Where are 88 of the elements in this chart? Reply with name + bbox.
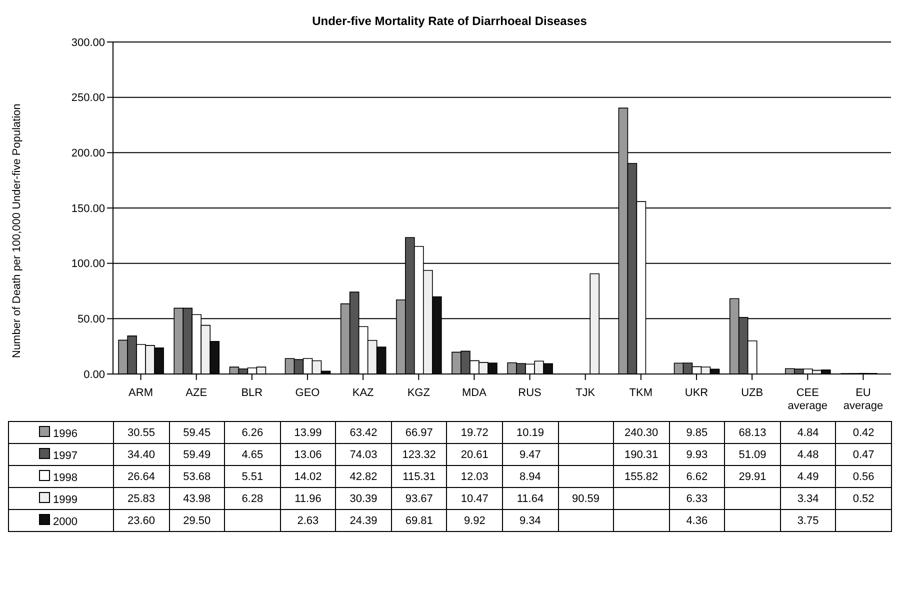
data-label: 34.40 [114, 444, 170, 466]
data-label: 190.31 [614, 444, 670, 466]
data-label: 8.94 [502, 466, 558, 488]
data-label: 4.84 [780, 422, 836, 444]
legend-label: 1996 [8, 422, 114, 444]
data-label: 4.36 [669, 510, 725, 532]
data-label: 6.62 [669, 466, 725, 488]
x-tick-label: AZE [186, 387, 208, 399]
data-label: 69.81 [391, 510, 447, 532]
data-label: 14.02 [280, 466, 336, 488]
data-label: 59.45 [169, 422, 225, 444]
x-tick-label: KAZ [352, 387, 374, 399]
data-label: 51.09 [724, 444, 780, 466]
data-label: 24.39 [336, 510, 392, 532]
data-label: 9.93 [669, 444, 725, 466]
data-label: 2.63 [280, 510, 336, 532]
data-label: 13.99 [280, 422, 336, 444]
y-tick-label: 150.00 [71, 202, 105, 215]
data-label: 12.03 [446, 466, 502, 488]
data-label: 0.56 [836, 466, 892, 488]
x-tick-label: EU average [843, 387, 884, 412]
data-label: 26.64 [114, 466, 170, 488]
y-tick-label: 100.00 [71, 258, 105, 270]
x-tick-label: UZB [741, 387, 764, 399]
y-axis-title: Number of Death per 100,000 Under-five Population [10, 104, 23, 358]
data-label: 30.55 [114, 422, 170, 444]
data-label: 0.52 [836, 488, 892, 510]
data-label: 11.96 [280, 488, 336, 510]
data-label: 0.47 [836, 444, 892, 466]
x-tick-label: TJK [576, 387, 596, 399]
data-label: 6.33 [669, 488, 725, 510]
legend-label: 1999 [8, 488, 114, 510]
data-label: 4.48 [780, 444, 836, 466]
y-tick-label: 200.00 [71, 148, 105, 160]
data-label: 115.31 [391, 466, 447, 488]
data-label: 25.83 [114, 488, 170, 510]
x-tick-label: GEO [295, 387, 320, 399]
x-tick-label: KGZ [407, 387, 430, 399]
y-tick-label: 50.00 [77, 314, 105, 326]
data-label: 74.03 [336, 444, 392, 466]
data-label: 90.59 [558, 488, 614, 510]
data-label: 53.68 [169, 466, 225, 488]
data-label: 66.97 [391, 422, 447, 444]
data-label: 10.47 [446, 488, 502, 510]
data-label: 59.49 [169, 444, 225, 466]
data-label: 5.51 [224, 466, 280, 488]
data-label: 19.72 [446, 422, 502, 444]
data-label: 4.49 [780, 466, 836, 488]
data-label: 63.42 [336, 422, 392, 444]
data-label: 9.85 [669, 422, 725, 444]
data-label: 29.91 [724, 466, 780, 488]
data-label: 43.98 [169, 488, 225, 510]
data-label: 6.26 [224, 422, 280, 444]
x-tick-label: MDA [462, 387, 488, 399]
data-label: 42.82 [336, 466, 392, 488]
data-label: 30.39 [336, 488, 392, 510]
y-tick-label: 300.00 [71, 36, 105, 49]
x-tick-label: RUS [518, 387, 542, 399]
data-label: 155.82 [614, 466, 670, 488]
x-tick-label: CEE average [788, 387, 828, 412]
data-label: 240.30 [614, 422, 670, 444]
legend-label: 1998 [8, 466, 114, 488]
legend-label: 2000 [8, 510, 114, 532]
data-label: 4.65 [224, 444, 280, 466]
data-label: 3.75 [780, 510, 836, 532]
data-label: 9.92 [446, 510, 502, 532]
y-tick-label: 0.00 [84, 368, 105, 381]
x-tick-label: BLR [241, 387, 263, 399]
data-label: 9.47 [502, 444, 558, 466]
data-label: 0.42 [836, 422, 892, 444]
data-label: 68.13 [724, 422, 780, 444]
data-label: 9.34 [502, 510, 558, 532]
data-label: 13.06 [280, 444, 336, 466]
data-label: 20.61 [446, 444, 502, 466]
data-label: 29.50 [169, 510, 225, 532]
data-label: 123.32 [391, 444, 447, 466]
data-label: 3.34 [780, 488, 836, 510]
legend-label: 1997 [8, 444, 114, 466]
data-label: 10.19 [502, 422, 558, 444]
x-tick-label: TKM [629, 387, 653, 399]
y-tick-label: 250.00 [71, 92, 105, 104]
data-label: 11.64 [502, 488, 558, 510]
x-tick-label: ARM [128, 387, 154, 399]
data-label: 23.60 [114, 510, 170, 532]
data-label: 6.28 [224, 488, 280, 510]
x-tick-label: UKR [684, 387, 708, 399]
chart-title: Under-five Mortality Rate of Diarrhoeal Diseases [311, 13, 588, 30]
data-label: 93.67 [391, 488, 447, 510]
